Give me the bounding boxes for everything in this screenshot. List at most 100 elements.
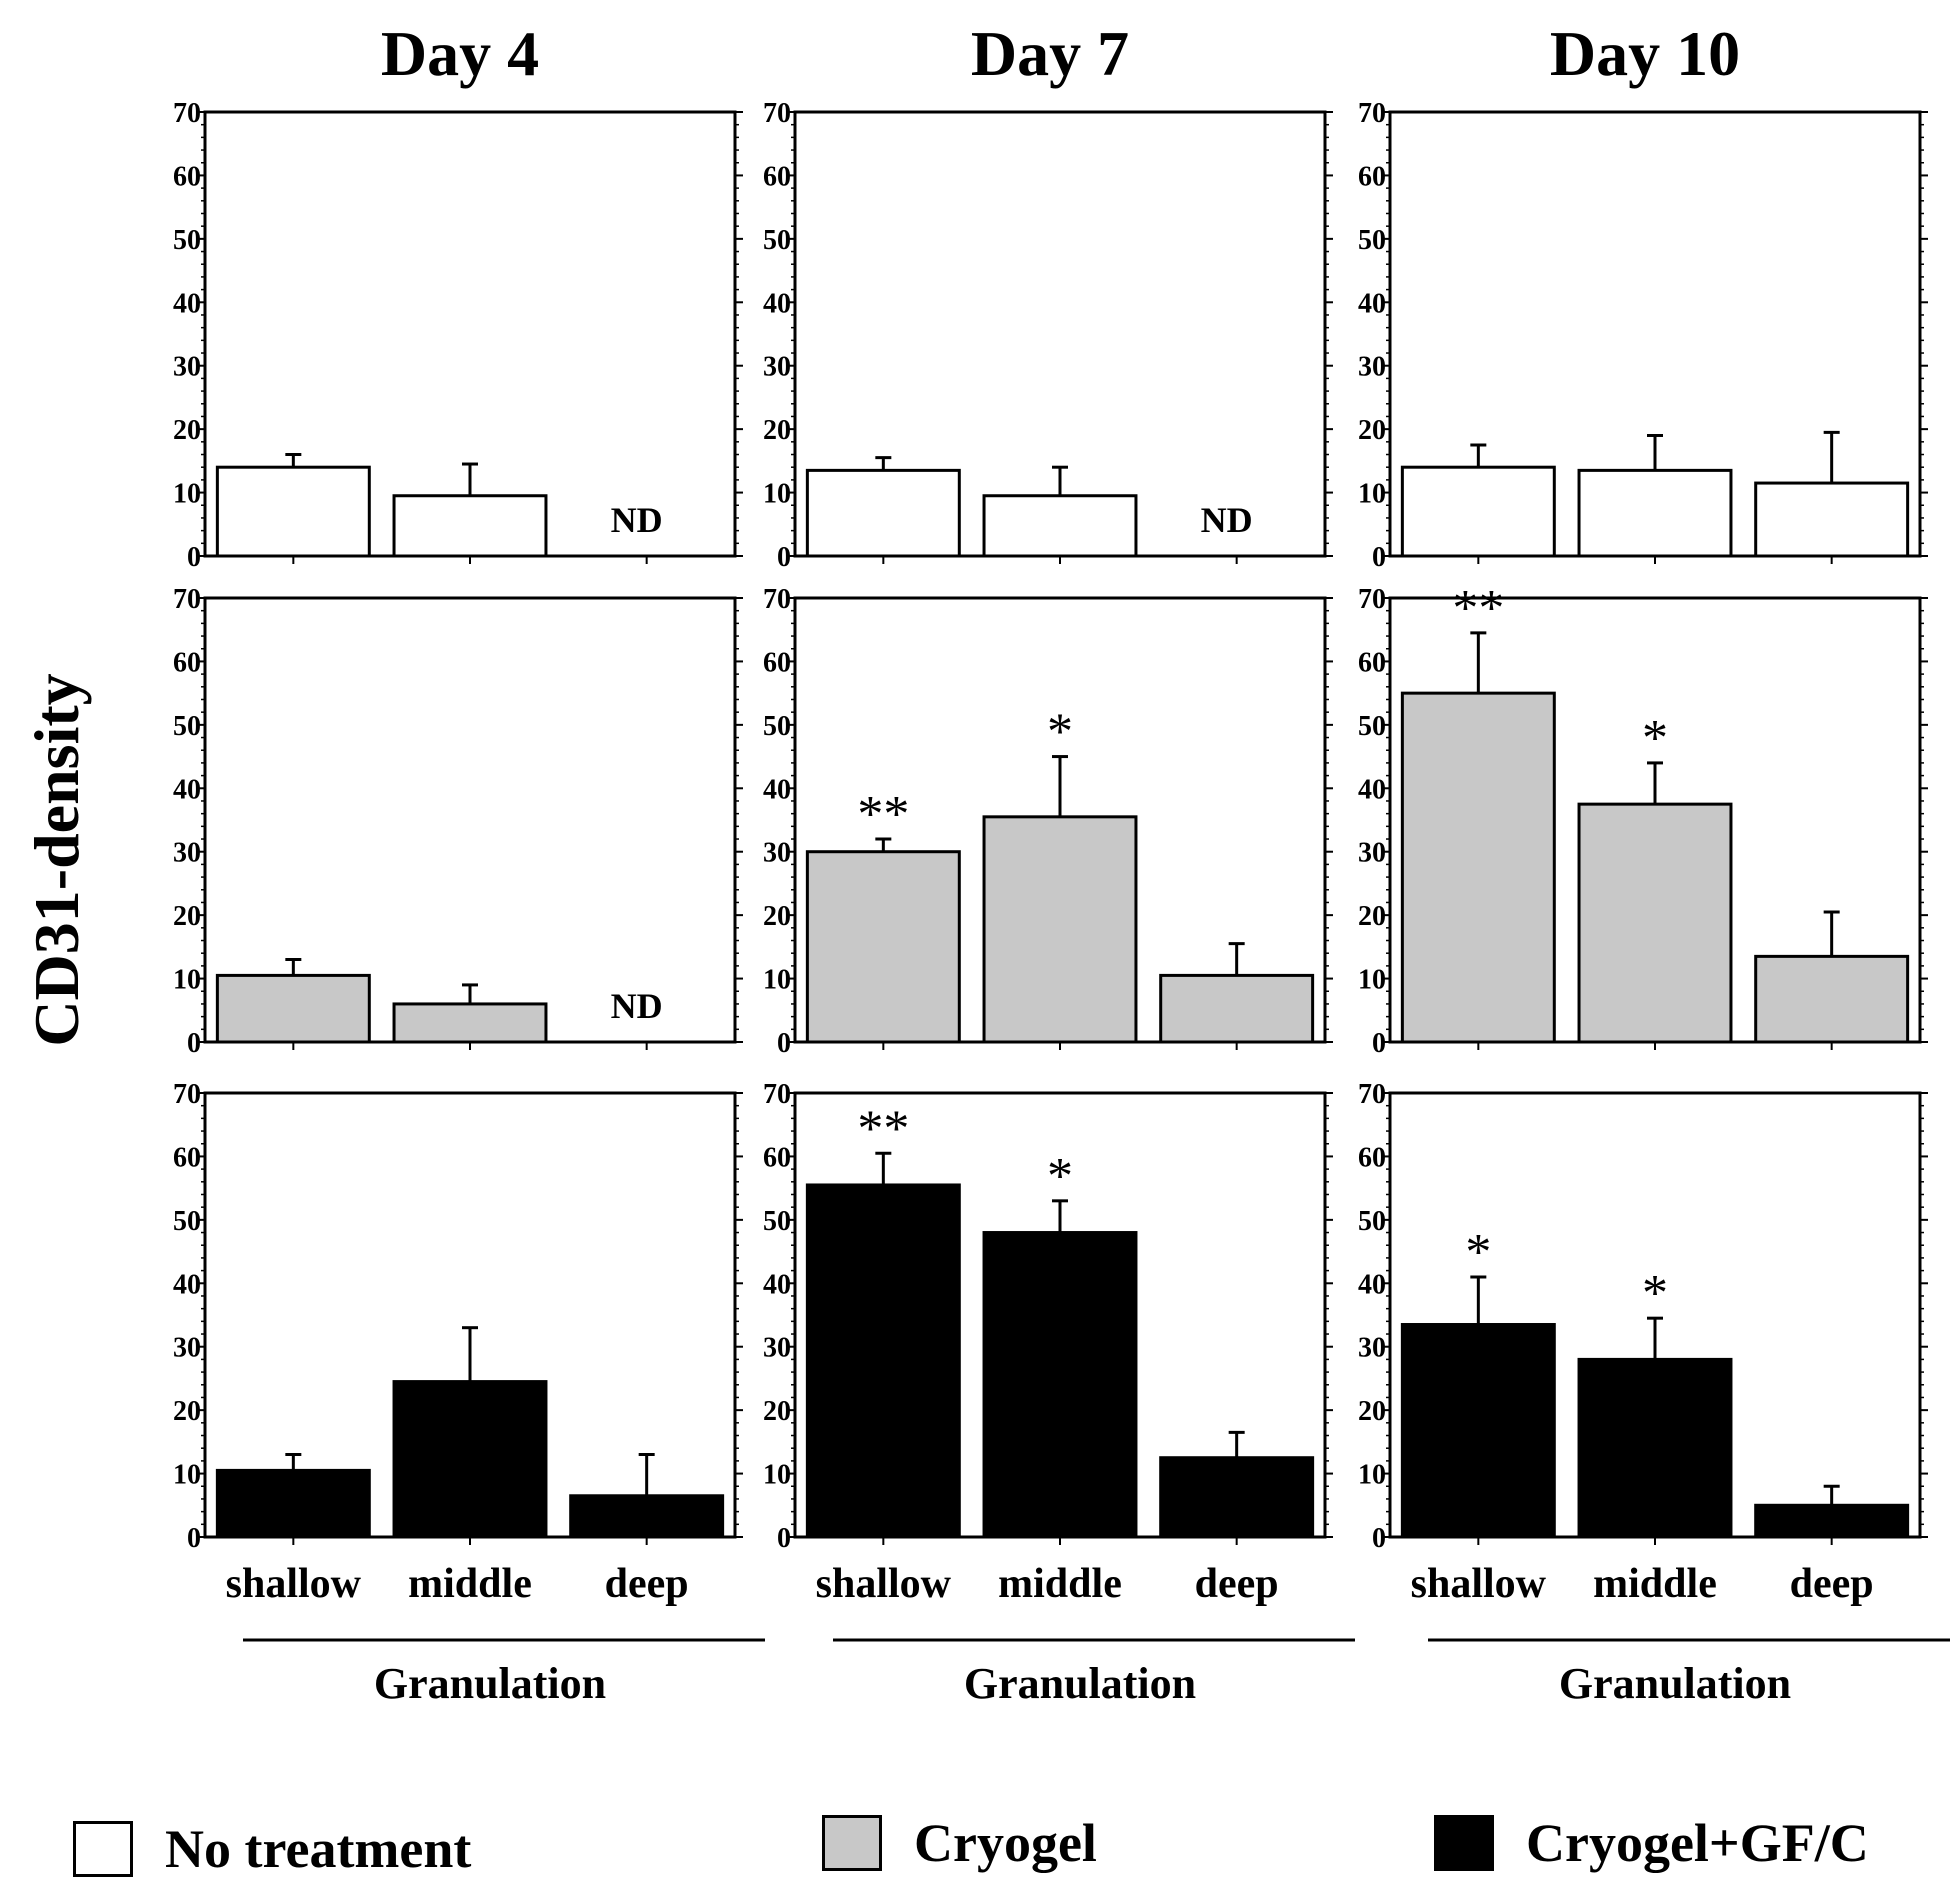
y-tick-label: 70 xyxy=(763,584,791,615)
y-tick-label: 70 xyxy=(1358,584,1386,615)
bar-shallow xyxy=(805,850,961,1044)
chart-panel: Day 7 0 10 20 30 40 50 60 70 ND xyxy=(763,18,1333,573)
bar-shallow xyxy=(1400,1323,1556,1539)
bar-deep xyxy=(569,1494,725,1539)
y-tick-label: 0 xyxy=(777,1523,791,1554)
y-tick-label: 60 xyxy=(173,647,201,678)
legend-item-cryogel-gfc: Cryogel+GF/C xyxy=(1434,1812,1869,1874)
y-tick-label: 50 xyxy=(173,711,201,742)
legend-item-cryogel: Cryogel xyxy=(822,1812,1097,1874)
bar-middle xyxy=(982,815,1138,1044)
bar-middle xyxy=(392,494,548,558)
y-tick-label: 20 xyxy=(173,1396,201,1427)
bar-deep xyxy=(1159,973,1315,1044)
bar-deep xyxy=(1754,954,1910,1044)
x-group-label: Granulation xyxy=(374,1659,606,1708)
y-tick-label: 60 xyxy=(173,1142,201,1173)
y-tick-label: 50 xyxy=(173,1206,201,1237)
y-tick-label: 70 xyxy=(173,584,201,615)
x-category-label: shallow xyxy=(1411,1561,1547,1607)
y-tick-label: 0 xyxy=(1372,1523,1386,1554)
y-tick-label: 50 xyxy=(763,1206,791,1237)
y-tick-label: 20 xyxy=(173,415,201,446)
x-group-label: Granulation xyxy=(1559,1659,1791,1708)
legend-item-no-treatment: No treatment xyxy=(73,1818,471,1880)
y-tick-label: 60 xyxy=(763,161,791,192)
y-tick-label: 30 xyxy=(173,838,201,869)
bar-middle xyxy=(392,1380,548,1539)
chart-title: Day 10 xyxy=(1550,18,1740,89)
x-category-label: deep xyxy=(605,1561,689,1607)
y-tick-label: 0 xyxy=(777,542,791,573)
y-tick-label: 50 xyxy=(763,225,791,256)
y-tick-label: 40 xyxy=(763,288,791,319)
y-tick-label: 40 xyxy=(173,774,201,805)
y-tick-label: 10 xyxy=(763,965,791,996)
bar-middle xyxy=(1577,802,1733,1044)
y-tick-label: 10 xyxy=(763,1460,791,1491)
bar-shallow xyxy=(805,468,961,558)
y-tick-label: 30 xyxy=(1358,352,1386,383)
legend-swatch-cryogel xyxy=(822,1815,882,1871)
bar-deep xyxy=(1754,481,1910,558)
y-tick-label: 10 xyxy=(1358,1460,1386,1491)
significance-marker: * xyxy=(1642,1265,1668,1322)
legend-label-cryogel: Cryogel xyxy=(914,1813,1097,1873)
legend-swatch-cryogel-gfc xyxy=(1434,1815,1494,1871)
y-tick-label: 60 xyxy=(173,161,201,192)
y-tick-label: 10 xyxy=(1358,965,1386,996)
y-tick-label: 30 xyxy=(173,352,201,383)
y-tick-label: 20 xyxy=(763,901,791,932)
y-tick-label: 60 xyxy=(1358,647,1386,678)
y-tick-label: 70 xyxy=(763,98,791,129)
bar-deep xyxy=(1754,1503,1910,1539)
bar-shallow xyxy=(215,973,371,1044)
significance-marker: ** xyxy=(857,786,909,843)
bar-annotation: ND xyxy=(611,500,663,540)
y-tick-label: 50 xyxy=(763,711,791,742)
chart-panel: 0 10 20 30 40 50 60 70 ND xyxy=(173,584,743,1059)
y-tick-label: 50 xyxy=(1358,711,1386,742)
y-tick-label: 30 xyxy=(1358,1333,1386,1364)
y-tick-label: 0 xyxy=(1372,542,1386,573)
chart-panel: 0 10 20 30 40 50 60 70 * * shallow middle deep Granul… xyxy=(1358,1079,1950,1708)
y-tick-label: 20 xyxy=(763,1396,791,1427)
bar-annotation: ND xyxy=(1201,500,1253,540)
y-tick-label: 10 xyxy=(173,479,201,510)
bar-deep xyxy=(1159,1456,1315,1539)
y-tick-label: 70 xyxy=(1358,98,1386,129)
bar-shallow xyxy=(1400,465,1556,558)
chart-title: Day 7 xyxy=(971,18,1129,89)
x-category-label: middle xyxy=(408,1561,532,1607)
x-group-label: Granulation xyxy=(964,1659,1196,1708)
y-axis-label: CD31-density xyxy=(21,673,92,1046)
y-tick-label: 40 xyxy=(1358,288,1386,319)
y-tick-label: 20 xyxy=(1358,901,1386,932)
y-tick-label: 40 xyxy=(1358,1269,1386,1300)
bar-annotation: ND xyxy=(611,986,663,1026)
x-category-label: shallow xyxy=(226,1561,362,1607)
x-category-label: middle xyxy=(998,1561,1122,1607)
bar-middle xyxy=(982,494,1138,558)
y-tick-label: 20 xyxy=(1358,415,1386,446)
chart-panel: Day 10 0 10 20 30 40 50 60 70 xyxy=(1358,18,1928,573)
y-tick-label: 60 xyxy=(763,647,791,678)
bar-shallow xyxy=(1400,691,1556,1044)
y-tick-label: 20 xyxy=(1358,1396,1386,1427)
y-tick-label: 70 xyxy=(173,1079,201,1110)
chart-panels: Day 4 0 10 20 30 40 50 60 70 ND Day 7 0 10 20 30 40 50 60… xyxy=(173,18,1950,1708)
x-category-label: deep xyxy=(1790,1561,1874,1607)
y-tick-label: 60 xyxy=(763,1142,791,1173)
y-tick-label: 30 xyxy=(173,1333,201,1364)
bar-middle xyxy=(1577,1357,1733,1539)
y-tick-label: 70 xyxy=(1358,1079,1386,1110)
y-tick-label: 20 xyxy=(173,901,201,932)
significance-marker: * xyxy=(1642,710,1668,767)
x-category-label: deep xyxy=(1195,1561,1279,1607)
bar-middle xyxy=(392,1002,548,1044)
y-tick-label: 0 xyxy=(777,1028,791,1059)
y-tick-label: 40 xyxy=(763,1269,791,1300)
